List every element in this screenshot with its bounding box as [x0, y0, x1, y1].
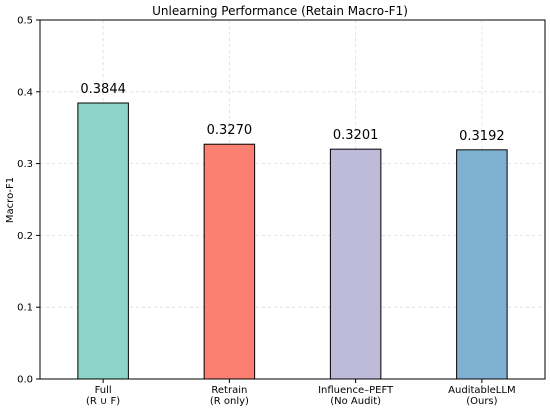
axis-layer — [36, 19, 546, 383]
bar-value-label: 0.3201 — [333, 128, 379, 143]
bar-value-label: 0.3270 — [207, 123, 253, 138]
y-tick-label: 0.1 — [17, 303, 33, 314]
y-axis-label: Macro-F1 — [5, 177, 16, 223]
x-tick-label: AuditableLLM — [448, 385, 515, 396]
x-tick-label: (R only) — [210, 396, 249, 407]
bar-layer — [77, 102, 508, 380]
x-tick-label: Influence–PEFT — [318, 385, 394, 396]
chart-title: Unlearning Performance (Retain Macro-F1) — [152, 4, 408, 18]
x-tick-label: (Ours) — [466, 396, 497, 407]
y-tick-label: 0.0 — [17, 375, 33, 386]
y-tick-label: 0.3 — [17, 159, 33, 170]
bar-value-label: 0.3844 — [80, 82, 126, 97]
bar — [456, 149, 508, 380]
label-layer: 0.0 0.1 0.2 0.3 0.4 0.5 0.3844 Full(R ∪ F) 0.327… — [17, 16, 515, 408]
x-tick-label: (R ∪ F) — [86, 396, 120, 407]
x-tick-label: (No Audit) — [330, 396, 381, 407]
bar-value-label: 0.3192 — [459, 129, 505, 144]
y-tick-label: 0.2 — [17, 231, 33, 242]
x-tick-label: Full — [95, 385, 112, 396]
bar — [203, 143, 256, 380]
bar — [77, 102, 129, 380]
y-tick-label: 0.4 — [17, 87, 33, 98]
bar — [329, 148, 382, 380]
x-tick-label: Retrain — [211, 385, 247, 396]
y-tick-label: 0.5 — [17, 16, 33, 27]
plot-frame — [39, 19, 546, 380]
